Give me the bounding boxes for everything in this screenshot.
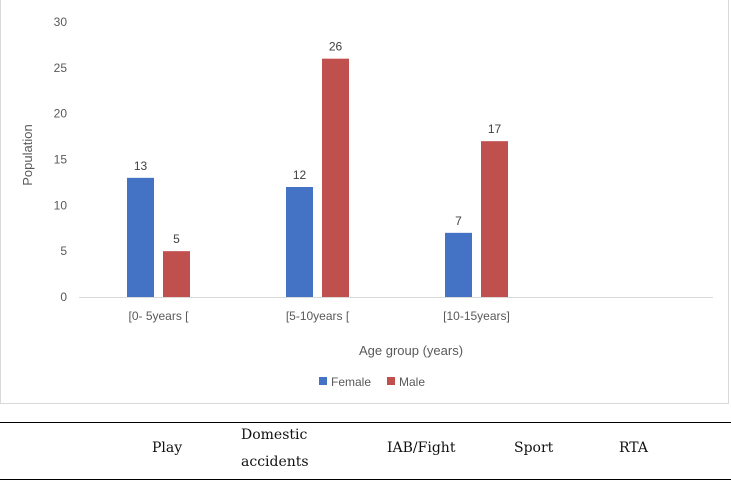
x-tick-label: [5-10years [ (286, 309, 350, 323)
bar-female (286, 187, 313, 297)
x-axis-title: Age group (years) (359, 343, 463, 358)
legend-label-female: Female (331, 375, 371, 389)
y-tick-label: 0 (60, 290, 67, 304)
data-label: 13 (134, 159, 148, 173)
column-header-rta: RTA (619, 437, 648, 459)
column-header-play: Play (152, 437, 182, 459)
data-label: 12 (293, 168, 307, 182)
x-tick-label: [10-15years] (443, 309, 510, 323)
table-bottom-rule (0, 479, 731, 480)
column-header-label: IAB/Fight (387, 440, 456, 456)
y-tick-label: 25 (54, 61, 68, 75)
column-header-label-line2: accidents (241, 454, 309, 470)
y-tick-label: 10 (54, 198, 68, 212)
y-tick-label: 15 (54, 153, 68, 167)
column-header-label: Sport (514, 440, 554, 456)
bar-chart: 0 5 10 15 20 25 30 13 5 [0- 5years [ 12 26 [5-10year… (20, 15, 713, 389)
column-header-label: RTA (619, 440, 648, 456)
data-label: 5 (173, 232, 180, 246)
y-tick-label: 20 (54, 107, 68, 121)
data-label: 26 (329, 40, 343, 54)
bar-female (127, 177, 154, 297)
y-tick-label: 30 (54, 15, 68, 29)
legend-swatch-male (387, 377, 395, 385)
column-header-sport: Sport (514, 437, 553, 459)
column-header-label: Play (152, 440, 183, 456)
x-tick-label: [0- 5years [ (128, 309, 189, 323)
legend-label-male: Male (399, 375, 425, 389)
bar-male (481, 141, 508, 297)
column-header-domestic-accidents: Domestic accidents (241, 424, 309, 473)
y-axis-title: Population (20, 124, 35, 185)
data-label: 7 (455, 214, 462, 228)
bar-female (445, 232, 472, 297)
column-header-label-line1: Domestic (241, 427, 308, 443)
bar-male (322, 58, 349, 297)
y-tick-label: 5 (60, 244, 67, 258)
bar-male (163, 251, 190, 297)
table-top-rule (0, 422, 731, 423)
column-header-iab-fight: IAB/Fight (387, 437, 455, 459)
legend-swatch-female (319, 377, 327, 385)
data-label: 17 (488, 122, 502, 136)
chart-frame: 0 5 10 15 20 25 30 13 5 [0- 5years [ 12 26 [5-10year… (0, 0, 729, 404)
